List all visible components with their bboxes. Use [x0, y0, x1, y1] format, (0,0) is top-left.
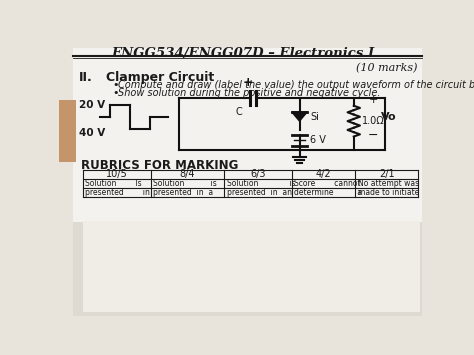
Text: made to initiate: made to initiate	[357, 188, 419, 197]
Text: 6 V: 6 V	[310, 135, 326, 146]
Text: Score        cannot: Score cannot	[294, 179, 361, 188]
Text: 10/5: 10/5	[106, 169, 128, 179]
Text: Solution           is: Solution is	[153, 179, 217, 188]
Text: II.: II.	[79, 71, 92, 84]
Text: •: •	[112, 80, 118, 90]
Text: •: •	[112, 88, 118, 98]
Text: 4/2: 4/2	[316, 169, 331, 179]
Text: Solution             is: Solution is	[227, 179, 295, 188]
Text: presented        in: presented in	[85, 188, 150, 197]
Text: presented  in  a: presented in a	[153, 188, 213, 197]
FancyBboxPatch shape	[73, 222, 422, 316]
Text: (10 marks): (10 marks)	[356, 64, 417, 74]
Text: 2/1: 2/1	[379, 169, 394, 179]
Text: +: +	[242, 76, 253, 89]
Text: C: C	[236, 107, 242, 117]
Text: −: −	[368, 129, 378, 142]
Text: Solution        Is: Solution Is	[85, 179, 141, 188]
Text: Vo: Vo	[381, 112, 396, 122]
Text: Compute and draw (label the value) the output waveform of the circuit below.: Compute and draw (label the value) the o…	[118, 80, 474, 90]
FancyBboxPatch shape	[59, 100, 76, 162]
Text: Si: Si	[310, 111, 319, 121]
Text: 6/3: 6/3	[250, 169, 266, 179]
Text: determine          a: determine a	[294, 188, 362, 197]
FancyBboxPatch shape	[73, 48, 422, 224]
Text: 1.0Ω: 1.0Ω	[362, 116, 385, 126]
Text: Show solution during the positive and negative cycle.: Show solution during the positive and ne…	[118, 88, 381, 98]
Text: 20 V: 20 V	[79, 100, 105, 110]
Text: +: +	[368, 94, 378, 105]
Text: No attempt was: No attempt was	[357, 179, 419, 188]
Polygon shape	[292, 112, 307, 121]
Text: 8/4: 8/4	[180, 169, 195, 179]
Text: presented  in  an: presented in an	[227, 188, 292, 197]
Text: ENGG534/ENGG07D – Electronics I: ENGG534/ENGG07D – Electronics I	[111, 47, 374, 60]
FancyBboxPatch shape	[82, 221, 419, 312]
Text: 40 V: 40 V	[79, 129, 105, 138]
Text: RUBRICS FOR MARKING: RUBRICS FOR MARKING	[81, 159, 238, 172]
Text: Clamper Circuit: Clamper Circuit	[106, 71, 214, 84]
